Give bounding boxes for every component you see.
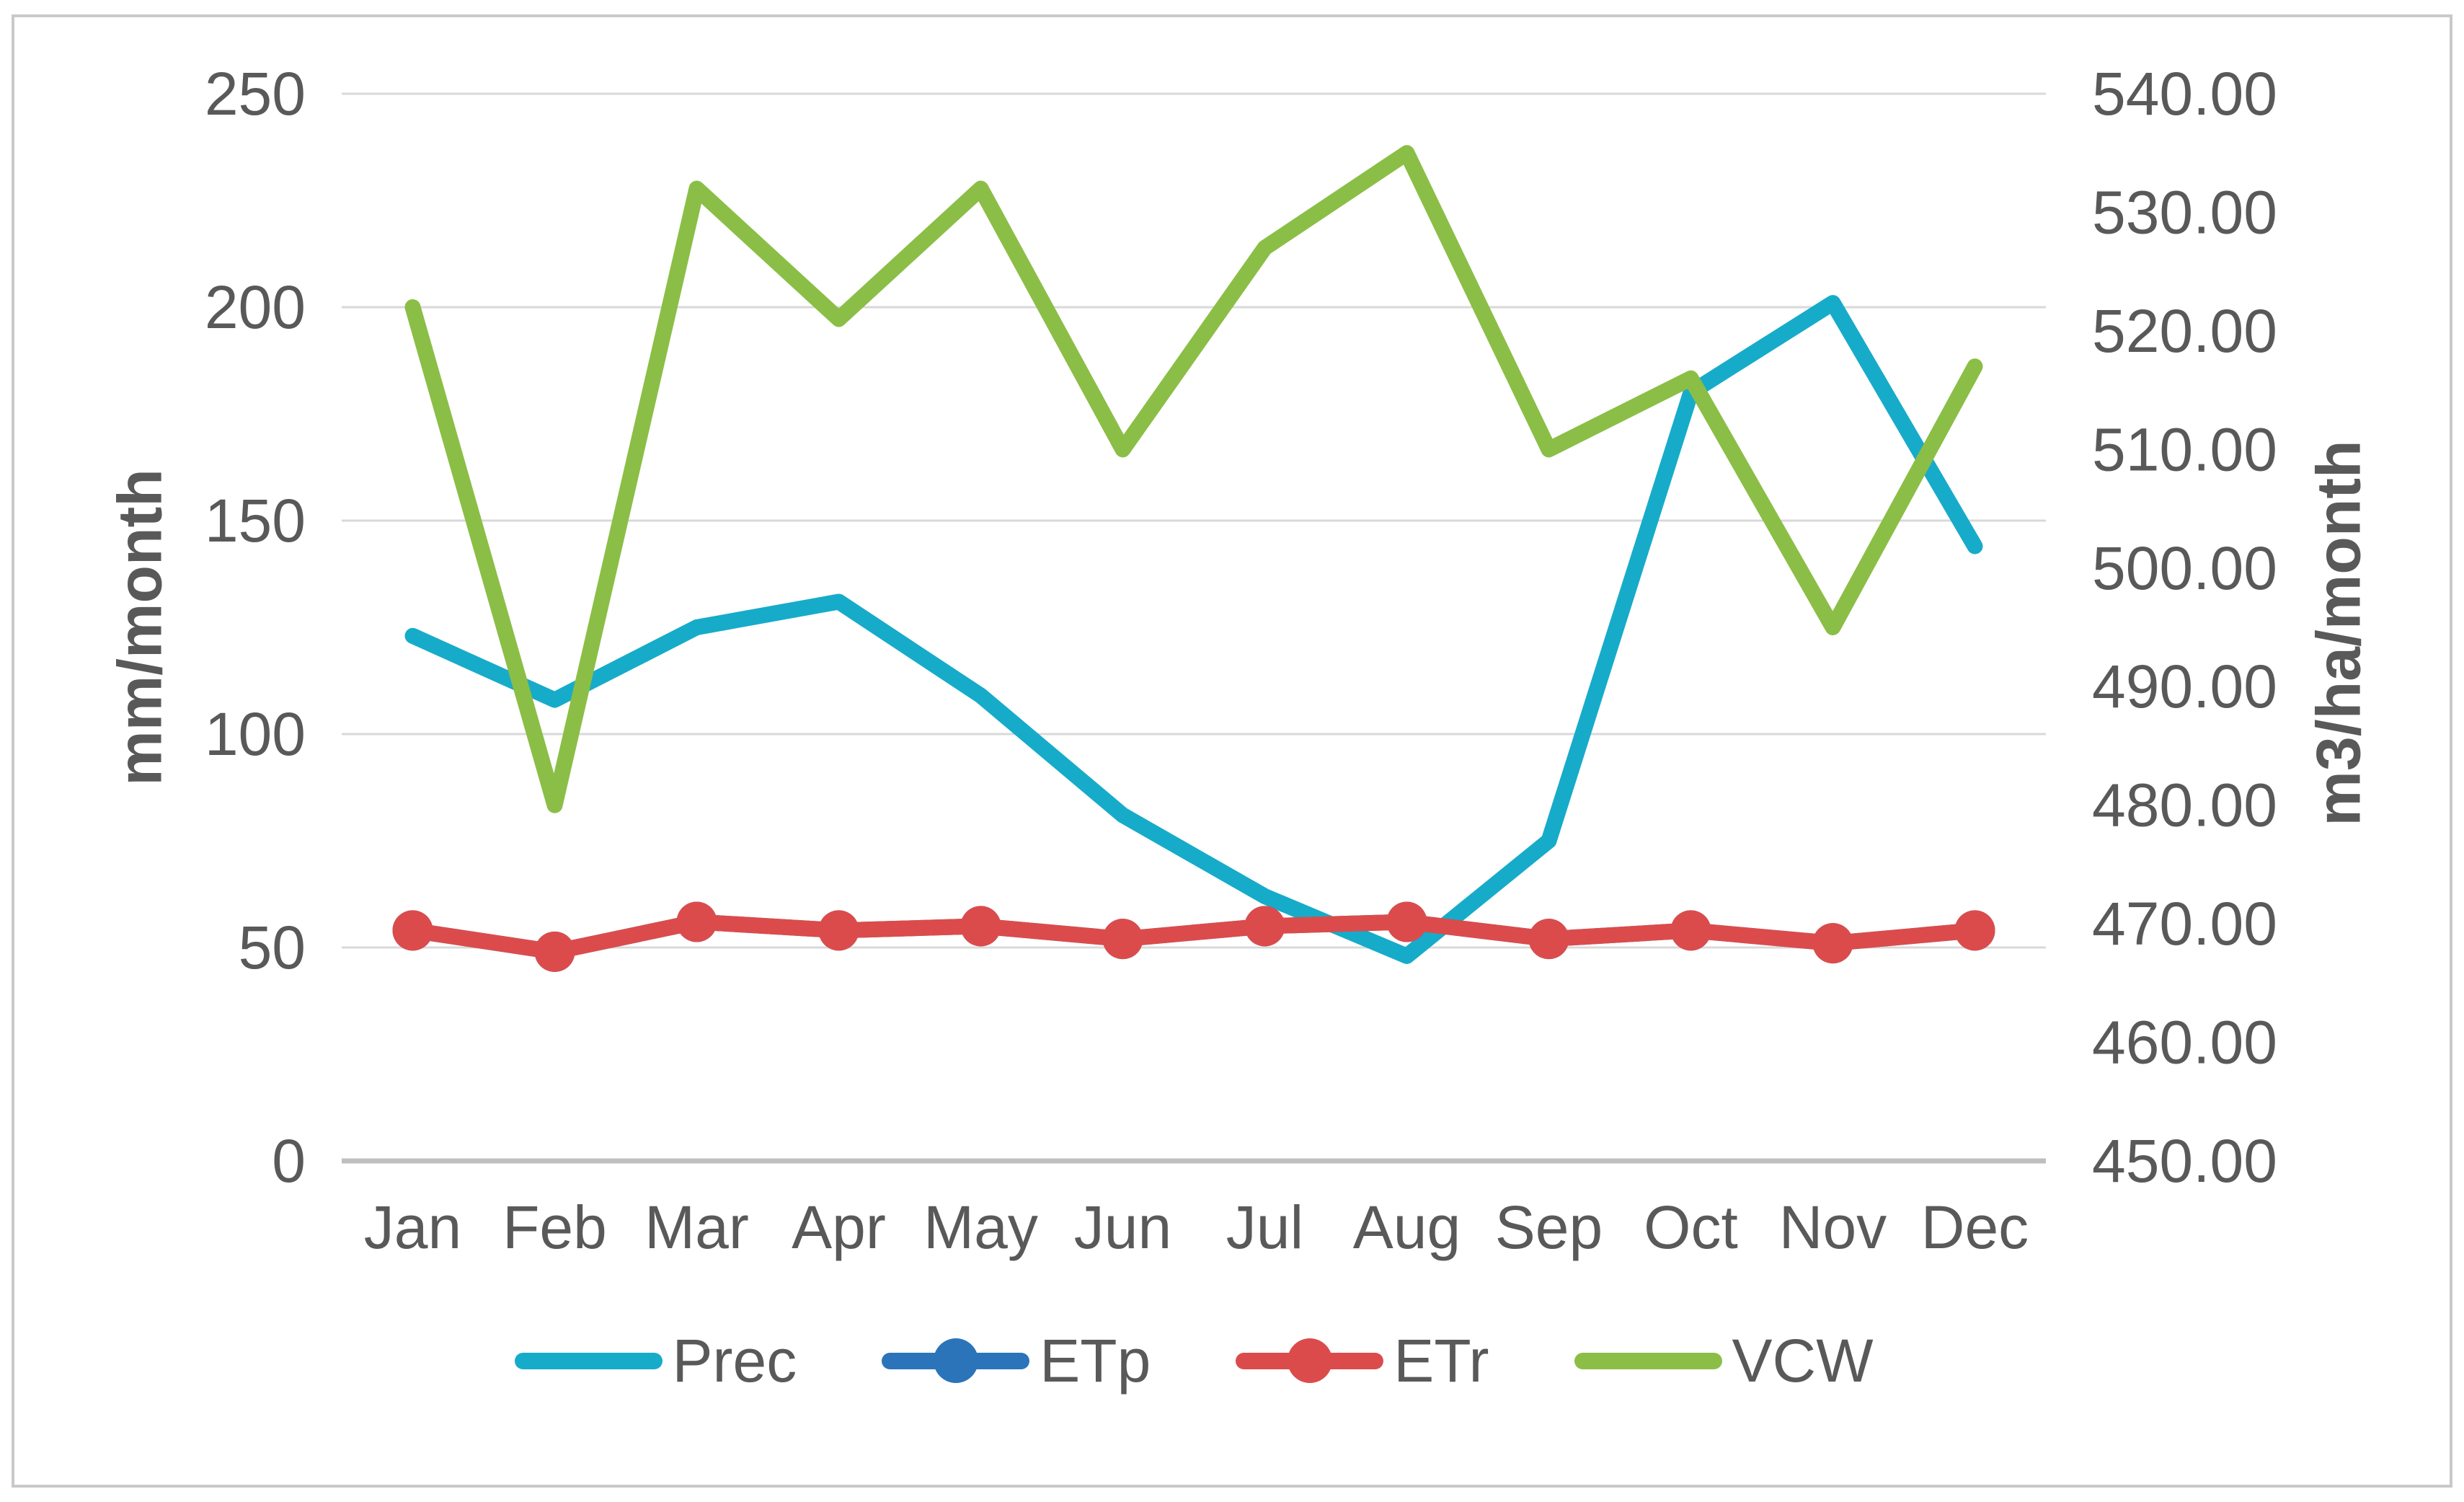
marker-etr <box>392 910 433 951</box>
left-tick-label: 50 <box>239 914 306 981</box>
month-label: Jan <box>364 1193 461 1261</box>
month-label: Jul <box>1226 1193 1303 1261</box>
left-tick-label: 250 <box>205 60 306 128</box>
series-group <box>392 145 1995 972</box>
series-line-prec <box>404 295 1983 964</box>
legend-item-etr: ETr <box>1236 1330 1489 1391</box>
marker-etr <box>1244 906 1285 947</box>
marker-etr <box>676 901 717 942</box>
right-tick-label: 450.00 <box>2092 1127 2277 1195</box>
month-label: Jun <box>1074 1193 1171 1261</box>
left-axis-tick-labels: 250 200 150 100 50 0 <box>205 60 306 1195</box>
legend-marker-dot <box>1287 1338 1332 1383</box>
month-label: Sep <box>1495 1193 1603 1261</box>
series-etr <box>392 901 1995 972</box>
month-label: Mar <box>644 1193 749 1261</box>
marker-etr <box>1954 910 1995 951</box>
month-label: Aug <box>1353 1193 1461 1261</box>
left-tick-label: 100 <box>205 700 306 768</box>
right-tick-label: 490.00 <box>2092 653 2277 720</box>
legend-label-etr: ETr <box>1393 1327 1489 1395</box>
legend-label-prec: Prec <box>672 1327 797 1395</box>
right-tick-label: 470.00 <box>2092 890 2277 958</box>
right-tick-label: 500.00 <box>2092 534 2277 602</box>
month-label: Dec <box>1921 1193 2029 1261</box>
right-tick-label: 520.00 <box>2092 297 2277 365</box>
marker-etr <box>1386 901 1427 942</box>
chart-legend: Prec ETp ETr VCW <box>342 1330 2046 1391</box>
left-tick-label: 0 <box>272 1127 306 1195</box>
month-label: May <box>923 1193 1038 1261</box>
legend-item-prec: Prec <box>514 1327 797 1395</box>
legend-swatch-etr <box>1236 1338 1384 1383</box>
left-tick-label: 200 <box>205 273 306 341</box>
legend-swatch-prec <box>514 1352 662 1369</box>
right-tick-label: 540.00 <box>2092 60 2277 128</box>
right-tick-label: 480.00 <box>2092 772 2277 839</box>
marker-etr <box>818 910 859 951</box>
marker-etr <box>1528 919 1569 960</box>
marker-etr <box>1670 910 1711 951</box>
gridlines <box>342 92 2046 1164</box>
series-line-vcw <box>404 145 1983 813</box>
left-axis-title: mm/month <box>105 469 175 786</box>
legend-label-etp: ETp <box>1040 1327 1151 1395</box>
marker-etr <box>534 931 575 972</box>
marker-etr <box>1812 923 1853 964</box>
series-line-etr <box>404 914 1983 960</box>
legend-label-vcw: VCW <box>1732 1327 1874 1395</box>
legend-swatch-vcw <box>1574 1352 1722 1369</box>
legend-marker-dot <box>933 1338 978 1383</box>
series-prec <box>404 295 1983 964</box>
left-tick-label: 150 <box>205 487 306 555</box>
series-vcw <box>404 145 1983 813</box>
marker-etr <box>1102 919 1143 960</box>
right-axis-tick-labels: 540.00 530.00 520.00 510.00 500.00 490.00 480.… <box>2092 60 2277 1195</box>
x-axis-labels: Jan Feb Mar Apr May Jun Jul Aug Sep Oct Nov Dec <box>364 1193 2029 1261</box>
legend-swatch-etp <box>882 1338 1030 1383</box>
month-label: Apr <box>792 1193 886 1261</box>
month-label: Nov <box>1779 1193 1887 1261</box>
marker-etr <box>960 906 1001 947</box>
right-axis-title: m3/ha/month <box>2304 440 2374 826</box>
right-tick-label: 530.00 <box>2092 178 2277 246</box>
legend-item-etp: ETp <box>882 1330 1151 1391</box>
legend-item-vcw: VCW <box>1574 1327 1874 1395</box>
right-tick-label: 510.00 <box>2092 415 2277 483</box>
right-tick-label: 460.00 <box>2092 1009 2277 1077</box>
month-label: Feb <box>502 1193 607 1261</box>
month-label: Oct <box>1644 1193 1738 1261</box>
figure-border <box>12 14 2452 1488</box>
